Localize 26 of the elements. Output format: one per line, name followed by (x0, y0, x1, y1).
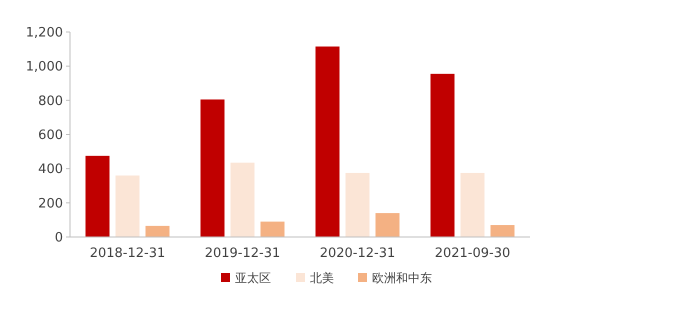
y-tick-label: 600 (38, 128, 63, 143)
bar (86, 156, 110, 237)
y-tick-label: 1,200 (26, 26, 63, 40)
bar (430, 74, 454, 237)
y-tick-label: 1,000 (26, 60, 63, 75)
bar (200, 99, 224, 237)
bar (146, 226, 170, 237)
x-tick-label: 2021-09-30 (434, 246, 510, 261)
y-tick-label: 400 (38, 162, 63, 178)
bar (316, 46, 340, 237)
bar (346, 172, 370, 237)
bar (260, 222, 284, 237)
bar (490, 225, 514, 237)
x-tick-label: 2018-12-31 (90, 246, 166, 261)
y-tick-label: 200 (38, 196, 63, 212)
y-tick-label: 800 (38, 94, 63, 109)
bar (460, 172, 484, 237)
legend-label: 北美 (310, 271, 334, 285)
bar (230, 162, 254, 237)
bar (376, 213, 400, 237)
x-tick-label: 2020-12-31 (320, 246, 396, 261)
legend-label: 亚太区 (235, 271, 271, 285)
x-tick-label: 2019-12-31 (204, 246, 280, 261)
bar (116, 176, 140, 237)
y-tick-label: 0 (54, 230, 63, 246)
legend-label: 欧洲和中东 (372, 271, 432, 285)
